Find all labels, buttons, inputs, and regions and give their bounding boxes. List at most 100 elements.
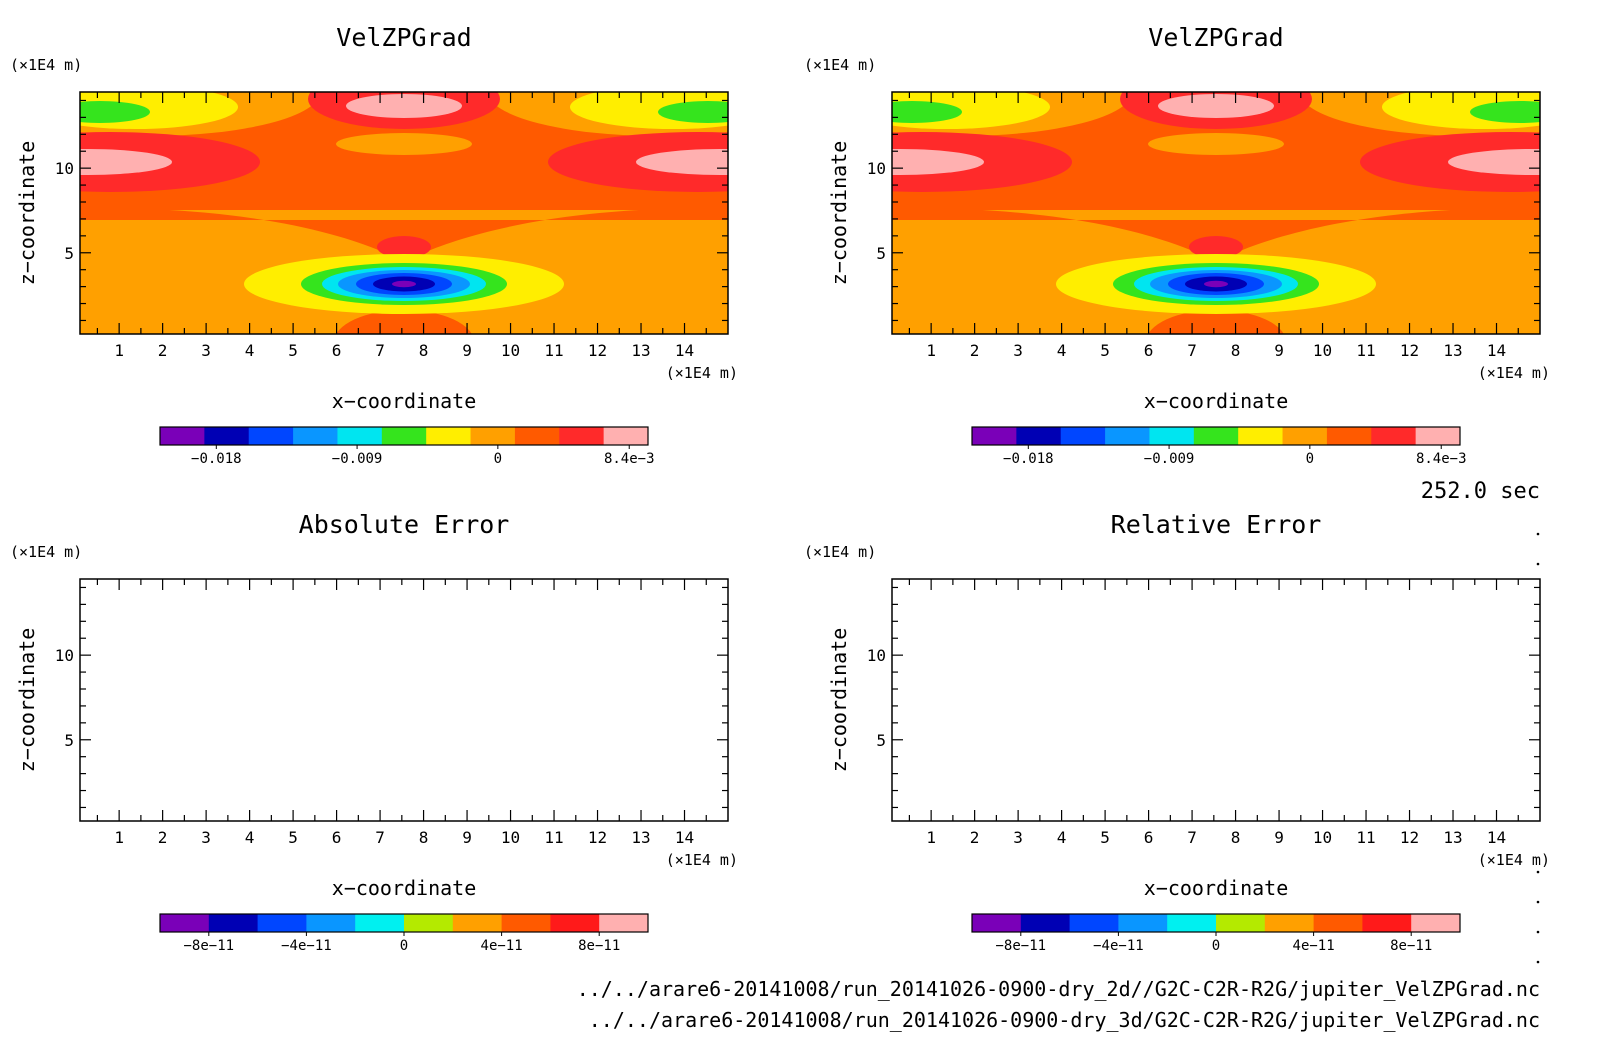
colorbar-tick-label: −0.018	[191, 451, 242, 467]
y-unit-label: (×1E4 m)	[804, 543, 876, 561]
chart-title: Relative Error	[1111, 510, 1322, 539]
dot-mark	[1536, 960, 1540, 964]
colorbar-swatch	[1313, 914, 1363, 932]
x-tick-label: 3	[1013, 341, 1023, 360]
colorbar-swatch	[1020, 914, 1071, 932]
x-tick-label: 9	[1274, 828, 1284, 847]
contour-field	[80, 92, 728, 334]
x-tick-label: 11	[544, 828, 563, 847]
colorbar-tick-label: 0	[1306, 451, 1314, 467]
colorbar-swatch	[1167, 914, 1217, 932]
colorbar-swatch	[1105, 427, 1150, 445]
colorbar-swatch	[1016, 427, 1062, 445]
colorbar-frame	[971, 426, 1461, 446]
colorbar-swatch	[426, 427, 472, 445]
x-tick-label: 9	[462, 828, 472, 847]
colorbar: −8e−11 −4e−11 0 4e−11 8e−11	[971, 913, 1461, 954]
blob-pink-left	[80, 149, 172, 175]
dot-mark	[1536, 900, 1540, 904]
blob-pink-top-center	[346, 94, 462, 118]
x-tick-label: 11	[1356, 828, 1375, 847]
x-tick-label: 2	[970, 341, 980, 360]
y-axis-title: z−coordinate	[827, 141, 851, 286]
colorbar-swatch	[452, 914, 503, 932]
footer-path-2d: ../../arare6-20141008/run_20141026-0900-…	[577, 977, 1540, 1001]
blob-green-top-right	[1470, 101, 1540, 123]
colorbar-tick-label: 8e−11	[578, 938, 620, 954]
x-tick-label: 10	[501, 828, 520, 847]
x-tick-label: 14	[1487, 341, 1506, 360]
x-tick-label: 2	[970, 828, 980, 847]
blob-red-small-mid	[1189, 236, 1243, 258]
colorbar-swatch	[248, 427, 294, 445]
blob-pink-right	[1448, 149, 1540, 175]
y-axis-title: z−coordinate	[15, 141, 39, 286]
colorbar-swatch	[306, 914, 356, 932]
x-tick-label: 3	[1013, 828, 1023, 847]
x-unit-label: (×1E4 m)	[666, 851, 738, 869]
x-tick-label: 1	[926, 341, 936, 360]
colorbar: −0.018 −0.009 0 8.4e−3	[159, 426, 655, 467]
colorbar-tick-label: −0.009	[332, 451, 383, 467]
colorbar-tick-label: 4e−11	[481, 938, 523, 954]
x-tick-label: 3	[201, 828, 211, 847]
x-tick-label: 10	[1313, 828, 1332, 847]
blob-purple-core	[392, 280, 416, 288]
colorbar-tick-label: 0	[1212, 938, 1220, 954]
edge-dots	[1536, 532, 1540, 964]
colorbar-tick-label: 0	[494, 451, 502, 467]
colorbar-swatch	[293, 427, 338, 445]
y-axis-title: z−coordinate	[15, 628, 39, 773]
x-axis-title: x−coordinate	[332, 389, 477, 413]
x-unit-label: (×1E4 m)	[1478, 364, 1550, 382]
x-tick-label: 11	[544, 341, 563, 360]
colorbar-swatch	[355, 914, 405, 932]
colorbar-swatch	[204, 427, 250, 445]
colorbar-swatch	[337, 427, 383, 445]
colorbar-swatch	[1362, 914, 1412, 932]
x-tick-label: 8	[419, 341, 429, 360]
colorbar-swatch	[160, 427, 205, 445]
blob-pink-top-center	[1158, 94, 1274, 118]
colorbar-swatch	[1282, 427, 1328, 445]
x-tick-label: 5	[1100, 828, 1110, 847]
x-tick-label: 12	[588, 341, 607, 360]
x-unit-label: (×1E4 m)	[666, 364, 738, 382]
x-tick-label: 1	[114, 341, 124, 360]
x-tick-label: 4	[1057, 341, 1067, 360]
y-tick-label: 5	[64, 244, 74, 263]
x-tick-label: 13	[631, 828, 650, 847]
x-tick-label: 2	[158, 828, 168, 847]
y-tick-label: 10	[867, 646, 886, 665]
colorbar-swatch	[1238, 427, 1284, 445]
colorbar-swatch	[1411, 914, 1461, 932]
colorbar-tick-label: 8.4e−3	[604, 451, 655, 467]
x-tick-label: 5	[1100, 341, 1110, 360]
colorbar-swatch	[1371, 427, 1417, 445]
x-tick-label: 14	[675, 828, 694, 847]
x-tick-label: 11	[1356, 341, 1375, 360]
colorbar-swatch	[1193, 427, 1239, 445]
dot-mark	[1536, 930, 1540, 934]
x-tick-label: 10	[1313, 341, 1332, 360]
colorbar-swatch	[1060, 427, 1106, 445]
dot-mark	[1536, 562, 1540, 566]
x-tick-label: 7	[375, 341, 385, 360]
y-axis-title: z−coordinate	[827, 628, 851, 773]
colorbar-swatch	[972, 427, 1017, 445]
colorbar-swatch	[1069, 914, 1119, 932]
x-tick-label: 10	[501, 341, 520, 360]
panel-top-left: VelZPGrad (×1E4 m) z−coordinate	[10, 23, 738, 467]
colorbar-swatch	[1149, 427, 1195, 445]
x-tick-label: 13	[1443, 828, 1462, 847]
x-tick-label: 12	[588, 828, 607, 847]
x-tick-label: 2	[158, 341, 168, 360]
colorbar-swatch	[208, 914, 259, 932]
panel-top-right: VelZPGrad (×1E4 m) z−coordinate	[804, 23, 1550, 467]
colorbar-swatch	[599, 914, 649, 932]
colorbar-swatch	[559, 427, 605, 445]
contour-field	[892, 92, 1540, 334]
